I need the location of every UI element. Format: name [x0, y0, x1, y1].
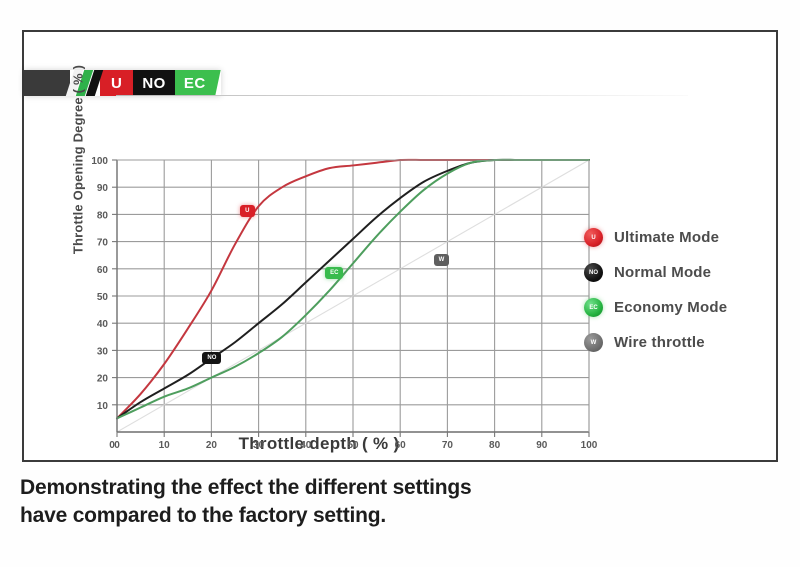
svg-text:20: 20	[206, 440, 218, 451]
svg-text:50: 50	[347, 440, 359, 451]
svg-text:60: 60	[97, 265, 109, 276]
tick-labels: 0 10 20 30 40 50 60 70 80 90 100 0 10 20 30 40 50 60 70 80 9…	[91, 156, 597, 451]
legend-item-label: Wire throttle	[614, 334, 705, 351]
brand-segment-dark	[24, 70, 70, 96]
chart-card: U NO EC Throttle Opening Degree ( % ) Th…	[22, 30, 778, 462]
legend-item-normal-mode[interactable]: NO Normal Mode	[584, 263, 727, 282]
legend-item-label: Economy Mode	[614, 299, 728, 316]
svg-text:70: 70	[442, 440, 454, 451]
svg-text:100: 100	[581, 440, 598, 451]
svg-text:70: 70	[97, 238, 109, 249]
brand-label-ec: EC	[174, 70, 221, 96]
brand-label-no: NO	[133, 70, 175, 96]
legend-marker-icon: U	[584, 228, 603, 247]
data-marker-normal: NO	[202, 351, 222, 364]
svg-text:30: 30	[97, 346, 109, 357]
svg-text:60: 60	[395, 440, 407, 451]
brand-banner: U NO EC	[24, 70, 221, 96]
svg-text:90: 90	[536, 440, 548, 451]
grid-lines	[117, 159, 590, 432]
svg-text:50: 50	[97, 292, 109, 303]
svg-text:20: 20	[97, 374, 109, 385]
legend-marker-icon: W	[584, 333, 603, 352]
data-marker-economy: EC	[325, 267, 344, 280]
caption-line-1: Demonstrating the effect the different s…	[20, 476, 472, 499]
banner-underline	[116, 95, 688, 96]
svg-text:10: 10	[159, 440, 171, 451]
caption: Demonstrating the effect the different s…	[20, 474, 660, 529]
chart-legend: U Ultimate Mode NO Normal Mode EC Economy Mod…	[584, 228, 727, 352]
legend-item-wire-throttle[interactable]: W Wire throttle	[584, 333, 727, 352]
svg-text:10: 10	[97, 401, 109, 412]
svg-text:40: 40	[97, 319, 109, 330]
data-marker-wire: W	[433, 253, 450, 266]
svg-text:0: 0	[109, 440, 115, 451]
svg-text:30: 30	[253, 440, 265, 451]
legend-item-ultimate-mode[interactable]: U Ultimate Mode	[584, 228, 727, 247]
svg-text:90: 90	[97, 183, 109, 194]
chart-plot-svg: 0 10 20 30 40 50 60 70 80 90 100 0 10 20 30 40 50 60 70 80 9…	[91, 156, 597, 451]
x-axis-title: Throttle depth ( % )	[238, 434, 400, 453]
svg-text:80: 80	[489, 440, 501, 451]
data-marker-ultimate: U	[240, 204, 255, 217]
plot-wrapper: U NO EC Throttle Opening Degree ( % ) Th…	[24, 32, 780, 464]
svg-text:80: 80	[97, 210, 109, 221]
svg-text:100: 100	[91, 156, 108, 167]
svg-text:40: 40	[300, 440, 312, 451]
legend-item-economy-mode[interactable]: EC Economy Mode	[584, 298, 727, 317]
legend-item-label: Normal Mode	[614, 264, 712, 281]
legend-marker-icon: EC	[584, 298, 603, 317]
legend-item-label: Ultimate Mode	[614, 229, 720, 246]
brand-label-u: U	[100, 70, 134, 96]
caption-line-2: have compared to the factory setting.	[20, 503, 387, 527]
legend-marker-icon: NO	[584, 263, 603, 282]
svg-text:0: 0	[114, 440, 120, 451]
